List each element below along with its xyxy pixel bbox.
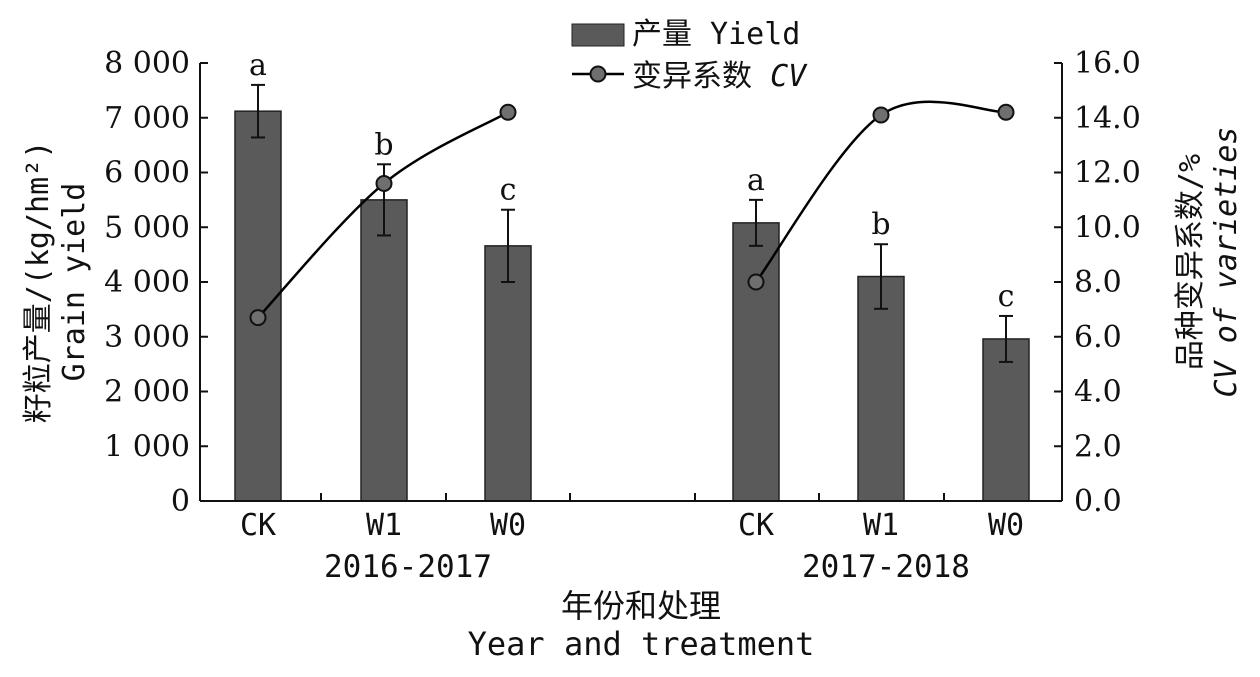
y-left-tick-label: 8 000	[104, 46, 190, 81]
y-right-title-cn: 品种变异系数/%	[1173, 154, 1208, 370]
x-tick-label: W0	[490, 508, 526, 543]
y-right-tick-label: 0.0	[1074, 484, 1122, 519]
legend-line-label-en: CV	[770, 59, 808, 94]
cv-point-6	[997, 103, 1015, 121]
legend: 产量 Yield 变异系数 CV	[571, 17, 808, 94]
x-tick-label: W0	[988, 508, 1024, 543]
cv-point-2	[375, 174, 393, 192]
y-right-tick-label: 14.0	[1074, 101, 1141, 136]
bar-4	[732, 222, 780, 502]
bars-layer	[234, 110, 1030, 502]
x-axis-title-cn: 年份和处理	[561, 587, 721, 625]
y-left-tick-label: 3 000	[104, 320, 190, 355]
cv-point-4	[747, 273, 765, 291]
bar-6	[982, 338, 1030, 502]
bar-2	[360, 199, 408, 502]
y-right-tick-label: 12.0	[1074, 156, 1141, 191]
y-right-tick-label: 2.0	[1074, 429, 1122, 464]
bar-3	[484, 245, 532, 502]
y-left-tick-label: 1 000	[104, 429, 190, 464]
group-label: 2017-2018	[802, 549, 970, 585]
y-left-tick-label: 6 000	[104, 156, 190, 191]
y-left-title-en: Grain yield	[57, 183, 92, 382]
significance-label-4: a	[747, 163, 765, 198]
x-tick-label: CK	[240, 508, 276, 543]
x-tick-label: W1	[863, 508, 899, 543]
x-axis-title-en: Year and treatment	[468, 625, 815, 663]
y-left-tick-label: 7 000	[104, 101, 190, 136]
error-bars-layer	[251, 83, 1013, 363]
x-tick-label: CK	[738, 508, 774, 543]
y-left-tick-label: 4 000	[104, 265, 190, 300]
legend-bar-swatch	[571, 23, 625, 47]
y-left-tick-label: 0	[171, 484, 190, 519]
cv-point-1	[249, 309, 267, 327]
bar-5	[857, 275, 905, 502]
y-left-tick-label: 5 000	[104, 210, 190, 245]
axes-layer	[199, 62, 1063, 502]
cv-point-5	[872, 106, 890, 124]
legend-bar-label: 产量 Yield	[632, 17, 800, 52]
significance-label-1: a	[249, 48, 267, 83]
y-right-title-en: CV of varieties	[1209, 127, 1244, 398]
significance-label-2: b	[374, 127, 393, 162]
y-right-tick-label: 10.0	[1074, 210, 1141, 245]
text-layer: a b c a b c 0 1 000 2 000 3 000 4 000 5 000 6 000 7 0…	[21, 46, 1244, 663]
y-right-tick-label: 4.0	[1074, 375, 1122, 410]
x-tick-label: W1	[366, 508, 402, 543]
legend-line-label-cn: 变异系数	[632, 59, 770, 94]
significance-label-5: b	[871, 207, 890, 242]
y-right-tick-label: 6.0	[1074, 320, 1122, 355]
y-left-title-cn: 籽粒产量/(kg/hm²)	[21, 141, 56, 424]
y-right-tick-label: 8.0	[1074, 265, 1122, 300]
legend-line-marker	[589, 65, 607, 83]
group-label: 2016-2017	[324, 549, 492, 585]
bar-1	[234, 110, 282, 502]
cv-line-layer	[249, 100, 1015, 327]
significance-label-3: c	[500, 173, 517, 208]
significance-label-6: c	[998, 279, 1015, 314]
legend-line-label: 变异系数 CV	[632, 59, 808, 94]
cv-point-3	[499, 103, 517, 121]
y-right-tick-label: 16.0	[1074, 46, 1141, 81]
y-left-tick-label: 2 000	[104, 375, 190, 410]
